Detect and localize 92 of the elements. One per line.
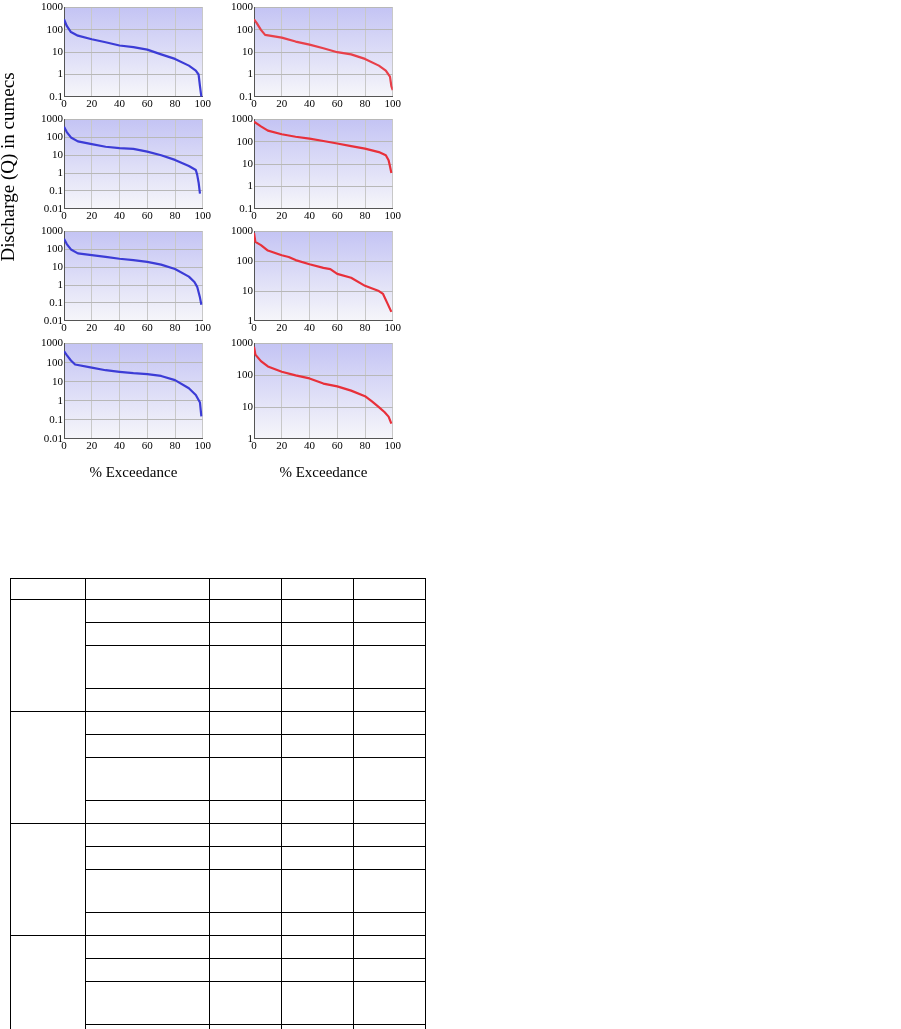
y-tick-label: 10 — [242, 283, 254, 296]
x-tick-label: 100 — [194, 439, 212, 452]
y-tick-label: 100 — [236, 134, 254, 147]
y-tick-label: 10 — [242, 399, 254, 412]
y-tick-label: 1 — [247, 313, 253, 326]
x-tick-label: 60 — [331, 321, 344, 334]
y-tick-label: 1 — [57, 393, 63, 406]
x-tick-label: 0 — [251, 439, 258, 452]
x-tick-label: 40 — [114, 439, 126, 452]
y-tick-label: 0.1 — [239, 89, 253, 102]
x-tick-label: 100 — [194, 209, 212, 222]
x-tick-label: 20 — [86, 97, 98, 110]
x-tick-label: 40 — [304, 209, 316, 222]
y-tick-label: 0.1 — [49, 295, 63, 308]
y-tick-label: 100 — [46, 130, 64, 143]
x-tick-label: 60 — [141, 209, 154, 222]
y-tick-label: 1 — [247, 431, 253, 444]
y-tick-label: 0.1 — [49, 412, 63, 425]
x-tick-label: 60 — [141, 321, 154, 334]
x-tick-label: 40 — [304, 321, 316, 334]
y-tick-label: 10 — [52, 148, 64, 161]
x-tick-label: 20 — [276, 97, 288, 110]
y-tick-label: 1 — [57, 67, 63, 80]
y-tick-label: 1 — [247, 179, 253, 192]
y-tick-label: 1000 — [41, 112, 64, 125]
x-tick-label: 0 — [251, 209, 258, 222]
y-tick-label: 1000 — [231, 336, 254, 349]
x-tick-label: 100 — [384, 209, 402, 222]
y-tick-label: 100 — [46, 22, 64, 35]
y-tick-label: 1000 — [231, 224, 254, 237]
x-tick-label: 20 — [276, 209, 288, 222]
y-tick-label: 1000 — [41, 0, 64, 13]
y-tick-label: 100 — [46, 355, 64, 368]
x-tick-label: 0 — [251, 321, 258, 334]
x-tick-label: 80 — [169, 97, 181, 110]
y-tick-label: 0.01 — [43, 201, 63, 214]
x-tick-label: 0 — [61, 439, 68, 452]
y-tick-label: 10 — [52, 45, 64, 58]
x-axis-title: % Exceedance — [279, 463, 368, 480]
x-tick-label: 20 — [276, 321, 288, 334]
x-tick-label: 80 — [359, 97, 371, 110]
y-tick-label: 10 — [242, 45, 254, 58]
y-tick-label: 10 — [52, 260, 64, 273]
x-tick-label: 80 — [169, 439, 181, 452]
y-tick-label: 10 — [242, 157, 254, 170]
x-tick-label: 20 — [86, 321, 98, 334]
y-tick-label: 0.01 — [43, 431, 63, 444]
x-tick-label: 60 — [331, 439, 344, 452]
y-tick-label: 0.1 — [49, 183, 63, 196]
x-tick-label: 100 — [194, 321, 212, 334]
y-tick-label: 1 — [57, 278, 63, 291]
x-tick-label: 100 — [384, 321, 402, 334]
y-tick-label: 0.01 — [43, 313, 63, 326]
y-tick-label: 1 — [57, 166, 63, 179]
y-tick-label: 100 — [46, 242, 64, 255]
x-tick-label: 0 — [251, 97, 258, 110]
y-tick-label: 1 — [247, 67, 253, 80]
x-tick-label: 80 — [359, 209, 371, 222]
y-axis-title: Discharge (Q) in cumecs — [0, 71, 19, 264]
y-tick-label: 1000 — [231, 0, 254, 13]
x-tick-label: 100 — [384, 97, 402, 110]
x-tick-label: 80 — [169, 321, 181, 334]
x-tick-label: 40 — [114, 97, 126, 110]
x-tick-label: 80 — [169, 209, 181, 222]
x-tick-label: 80 — [359, 439, 371, 452]
x-tick-label: 100 — [384, 439, 402, 452]
y-tick-label: 100 — [236, 22, 254, 35]
x-tick-label: 40 — [304, 97, 316, 110]
y-tick-label: 0.1 — [239, 201, 253, 214]
x-tick-label: 60 — [141, 97, 154, 110]
x-tick-label: 60 — [141, 439, 154, 452]
y-tick-label: 1000 — [41, 224, 64, 237]
x-tick-label: 60 — [331, 209, 344, 222]
y-tick-label: 1000 — [41, 336, 64, 349]
x-tick-label: 40 — [114, 321, 126, 334]
x-tick-label: 0 — [61, 321, 68, 334]
x-tick-label: 20 — [86, 209, 98, 222]
y-tick-label: 0.1 — [49, 89, 63, 102]
x-tick-label: 0 — [61, 209, 68, 222]
x-tick-label: 20 — [276, 439, 288, 452]
x-tick-label: 80 — [359, 321, 371, 334]
y-tick-label: 100 — [236, 368, 254, 381]
y-tick-label: 1000 — [231, 112, 254, 125]
x-tick-label: 40 — [304, 439, 316, 452]
x-tick-label: 20 — [86, 439, 98, 452]
x-tick-label: 100 — [194, 97, 212, 110]
x-tick-label: 0 — [61, 97, 68, 110]
x-tick-label: 60 — [331, 97, 344, 110]
y-tick-label: 100 — [236, 254, 254, 267]
x-tick-label: 40 — [114, 209, 126, 222]
x-axis-title: % Exceedance — [89, 463, 178, 480]
y-tick-label: 10 — [52, 374, 64, 387]
